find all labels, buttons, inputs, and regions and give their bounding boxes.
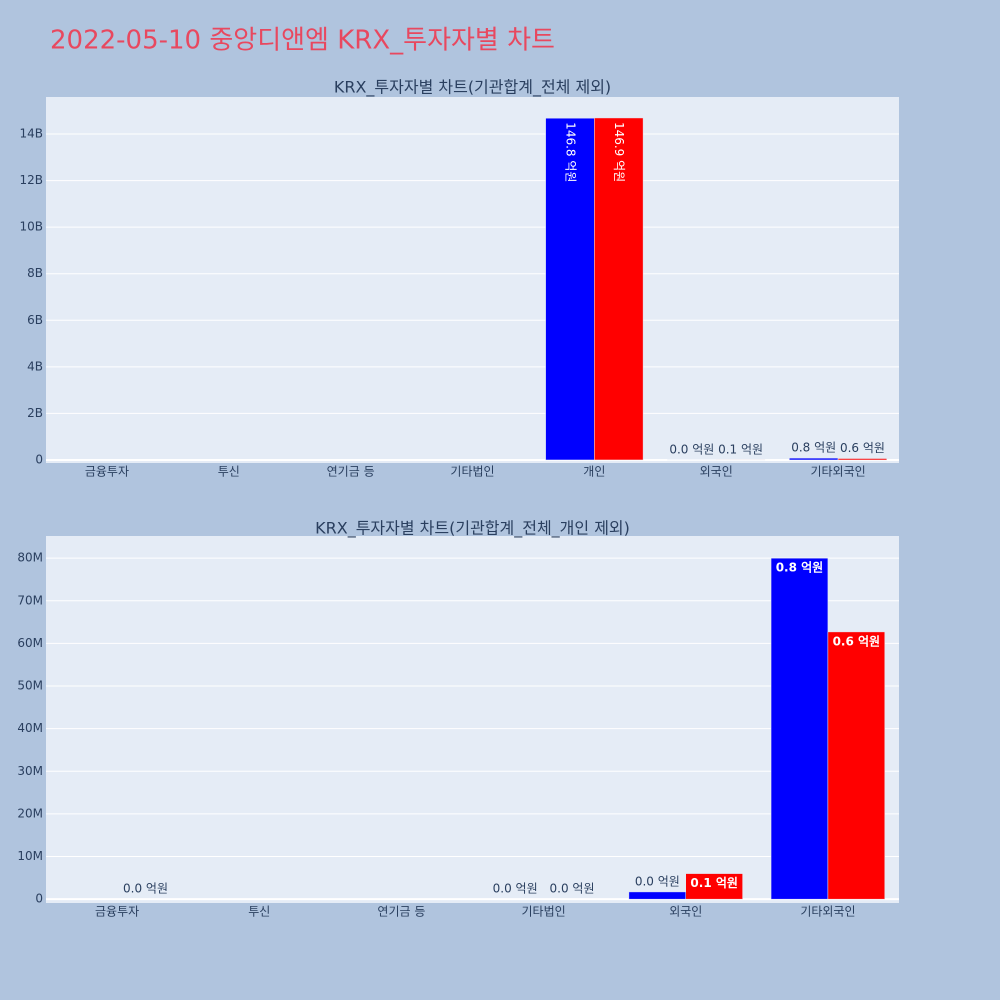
bar [789,457,839,461]
value-label: 0.8 억원 [791,441,836,455]
x-tick-label: 기타법인 [521,905,565,919]
x-tick-label: 금융투자 [85,465,129,479]
x-tick-label: 연기금 등 [327,465,375,479]
x-tick-label: 외국인 [700,465,733,479]
y-tick-label: 80M [17,551,43,565]
y-tick-label: 50M [17,679,43,693]
bar [770,557,829,900]
bar [685,873,743,900]
x-tick-label: 기타법인 [450,465,494,479]
bar [545,117,595,461]
value-label: 0.8 억원 [776,561,824,575]
page-title: 2022-05-10 중앙디앤엠 KRX_투자자별 차트 [50,26,555,56]
value-label: 0.1 억원 [718,442,763,456]
value-label: 0.0 억원 [550,882,595,896]
y-tick-label: 30M [17,764,43,778]
value-label: 0.0 억원 [669,442,714,456]
bar [594,117,644,461]
y-tick-label: 10M [17,849,43,863]
y-tick-label: 8B [27,266,43,280]
value-label: 0.0 억원 [635,874,680,888]
bar [827,631,886,900]
y-tick-label: 40M [17,721,43,735]
chart-title: KRX_투자자별 차트(기관합계_전체_개인 제외) [315,519,630,539]
y-tick-label: 10B [19,220,43,234]
y-tick-label: 70M [17,593,43,607]
bar [628,891,687,900]
value-label: 146.9 억원 [612,122,626,182]
x-tick-label: 외국인 [669,905,702,919]
value-label: 0.6 억원 [833,634,881,648]
x-tick-label: 금융투자 [95,905,139,919]
value-label: 0.1 억원 [690,876,738,890]
chart-title: KRX_투자자별 차트(기관합계_전체 제외) [334,78,611,98]
y-tick-label: 0 [35,452,43,466]
y-tick-label: 20M [17,806,43,820]
value-label: 0.6 억원 [840,441,885,455]
y-tick-label: 12B [19,173,43,187]
y-tick-label: 14B [19,127,43,141]
value-label: 0.0 억원 [123,882,168,896]
x-tick-label: 연기금 등 [377,905,425,919]
bar [837,458,888,461]
x-tick-label: 기타외국인 [810,465,865,479]
y-tick-label: 0 [35,892,43,906]
x-tick-label: 투신 [218,465,240,479]
y-tick-label: 60M [17,636,43,650]
x-tick-label: 기타외국인 [800,905,855,919]
plot-area [46,97,899,463]
plot-area [46,536,899,903]
x-tick-label: 투신 [248,905,270,919]
value-label: 0.0 억원 [493,882,538,896]
value-label: 146.8 억원 [563,122,577,182]
y-tick-label: 2B [27,406,43,420]
x-tick-label: 개인 [583,465,605,479]
y-tick-label: 4B [27,359,43,373]
y-tick-label: 6B [27,313,43,327]
